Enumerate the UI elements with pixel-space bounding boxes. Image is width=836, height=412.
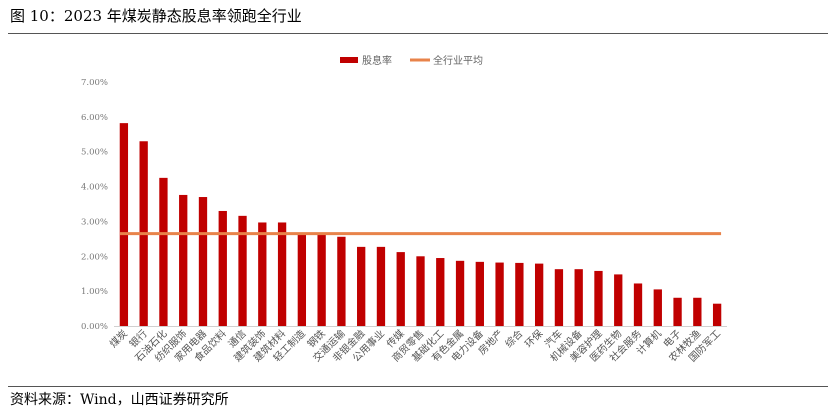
y-tick-label: 5.00%: [81, 148, 108, 158]
x-tick-label: 煤炭: [107, 327, 130, 350]
y-tick-label: 0.00%: [81, 322, 108, 332]
y-tick-label: 3.00%: [81, 217, 108, 227]
bar-20: [495, 262, 504, 326]
bar-series: [119, 123, 722, 326]
y-axis: 0.00% 1.00% 2.00% 3.00% 4.00% 5.00% 6.00% 7.00%: [81, 78, 108, 332]
bar-10: [297, 234, 307, 326]
bar-31: [712, 303, 722, 326]
bar-3: [159, 177, 168, 326]
bar-12: [337, 236, 346, 326]
y-tick-label: 7.00%: [81, 78, 108, 88]
bar-17: [436, 258, 445, 326]
y-tick-label: 1.00%: [81, 287, 108, 297]
y-tick-label: 2.00%: [81, 252, 108, 262]
x-tick-label: 综合: [502, 327, 525, 350]
bar-7: [238, 215, 247, 326]
figure-title: 图 10：2023 年煤炭静态股息率领跑全行业: [10, 7, 302, 25]
bar-28: [653, 289, 662, 326]
bar-15: [396, 252, 405, 326]
bar-27: [633, 283, 643, 326]
bar-6: [218, 210, 227, 326]
top-rule: [8, 33, 828, 34]
y-tick-label: 6.00%: [81, 113, 108, 123]
dividend-yield-chart: 股息率 全行业平均 0.00% 1.00% 2.00% 3.00% 4.00% 5.00%…: [81, 54, 727, 364]
legend-label-dividend-yield: 股息率: [362, 54, 392, 67]
bar-13: [357, 246, 366, 326]
bar-22: [534, 263, 544, 326]
bar-18: [455, 260, 465, 326]
bar-9: [277, 222, 287, 326]
bar-11: [317, 234, 326, 326]
bar-21: [515, 262, 524, 326]
bar-1: [119, 123, 129, 326]
bar-14: [376, 246, 386, 326]
chart-legend: 股息率 全行业平均: [340, 54, 483, 67]
bar-19: [475, 261, 484, 326]
bar-29: [673, 297, 682, 326]
bar-8: [258, 222, 267, 326]
bar-5: [198, 197, 208, 326]
bottom-rule: [8, 386, 828, 387]
legend-label-industry-average: 全行业平均: [433, 54, 483, 67]
bar-23: [554, 269, 564, 326]
bar-30: [693, 297, 702, 326]
bar-16: [416, 256, 425, 326]
source-note: 资料来源：Wind，山西证券研究所: [10, 392, 229, 408]
bar-24: [574, 269, 583, 326]
x-tick-label: 环保: [522, 327, 545, 350]
bar-4: [179, 194, 188, 326]
bar-25: [594, 270, 603, 326]
legend-swatch-dividend-yield: [340, 57, 358, 63]
y-tick-label: 4.00%: [81, 183, 108, 193]
x-axis: 煤炭银行石油石化纺织服饰家用电器食品饮料通信建筑装饰建筑材料轻工制造钢铁交通运输…: [107, 326, 727, 364]
bar-26: [614, 274, 623, 326]
